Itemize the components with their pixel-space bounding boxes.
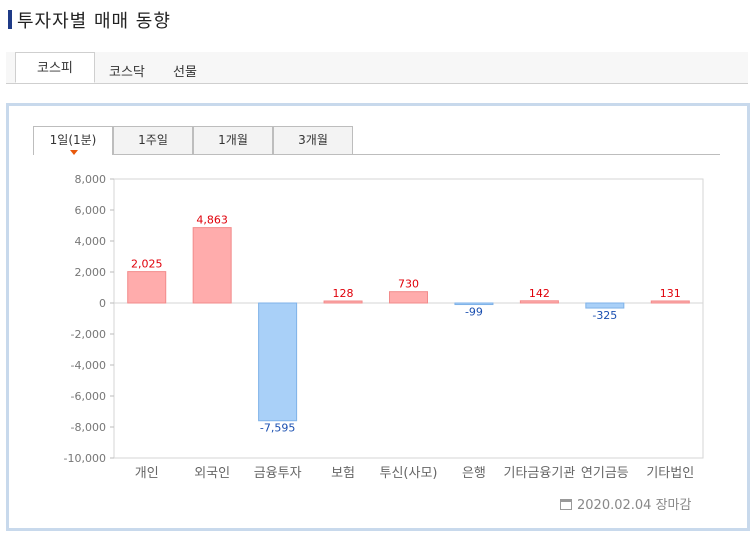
y-tick-label: 4,000 bbox=[75, 235, 107, 248]
bar-1 bbox=[192, 227, 232, 304]
bar-4 bbox=[389, 291, 428, 304]
calendar-icon bbox=[560, 499, 572, 510]
tab-3month[interactable]: 3개월 bbox=[273, 126, 353, 154]
x-category-label: 금융투자 bbox=[254, 466, 302, 481]
tab-1month[interactable]: 1개월 bbox=[193, 126, 273, 154]
page-title: 투자자별 매매 동향 bbox=[17, 11, 171, 32]
chart-panel bbox=[6, 103, 750, 531]
footer-text: 2020.02.04 장마감 bbox=[577, 498, 692, 513]
bar-value-label: 730 bbox=[398, 278, 419, 291]
bar-value-label: 2,025 bbox=[131, 258, 163, 271]
x-category-label: 외국인 bbox=[194, 466, 230, 481]
y-tick-label: 2,000 bbox=[75, 266, 107, 279]
y-tick-label: -2,000 bbox=[71, 328, 106, 341]
y-tick-label: 8,000 bbox=[75, 173, 107, 186]
bar-value-label: -99 bbox=[465, 306, 483, 319]
tab-futures[interactable]: 선물 bbox=[173, 65, 197, 80]
bar-0 bbox=[127, 271, 167, 304]
bar-value-label: -325 bbox=[592, 309, 617, 322]
y-tick-label: 0 bbox=[99, 297, 106, 310]
x-category-label: 연기금등 bbox=[581, 466, 629, 481]
plot-frame bbox=[113, 178, 704, 459]
bar-3 bbox=[323, 300, 363, 304]
active-tab-caret-icon bbox=[70, 150, 78, 155]
bar-value-label: 128 bbox=[333, 287, 354, 300]
x-category-label: 은행 bbox=[462, 465, 486, 481]
period-tabs: 1일(1분) 1주일 1개월 3개월 bbox=[33, 126, 720, 155]
tab-1week[interactable]: 1주일 bbox=[113, 126, 193, 154]
x-category-label: 기타법인 bbox=[646, 466, 694, 481]
bar-7 bbox=[585, 302, 625, 309]
tab-kosdaq[interactable]: 코스닥 bbox=[109, 65, 145, 80]
y-tick-label: 6,000 bbox=[75, 204, 107, 217]
x-category-label: 투신(사모) bbox=[380, 466, 438, 481]
y-tick-label: -6,000 bbox=[71, 390, 106, 403]
bar-5 bbox=[454, 302, 494, 306]
bar-value-label: 142 bbox=[529, 287, 550, 300]
y-tick-label: -4,000 bbox=[71, 359, 106, 372]
market-close-footer: 2020.02.04 장마감 bbox=[560, 494, 691, 513]
bar-value-label: 4,863 bbox=[196, 214, 228, 227]
bar-2 bbox=[258, 302, 298, 422]
bar-6 bbox=[519, 300, 559, 304]
bar-8 bbox=[650, 300, 690, 304]
y-tick-label: -10,000 bbox=[64, 452, 106, 465]
title-accent-bar bbox=[8, 10, 12, 29]
y-tick-label: -8,000 bbox=[71, 421, 106, 434]
market-tabs: 코스피 코스닥 선물 bbox=[6, 52, 748, 84]
x-category-label: 개인 bbox=[135, 466, 159, 481]
tab-kospi[interactable]: 코스피 bbox=[15, 52, 95, 83]
x-category-label: 보험 bbox=[331, 466, 355, 481]
bar-value-label: -7,595 bbox=[260, 422, 295, 435]
bar-value-label: 131 bbox=[660, 287, 681, 300]
x-category-label: 기타금융기관 bbox=[504, 466, 576, 481]
